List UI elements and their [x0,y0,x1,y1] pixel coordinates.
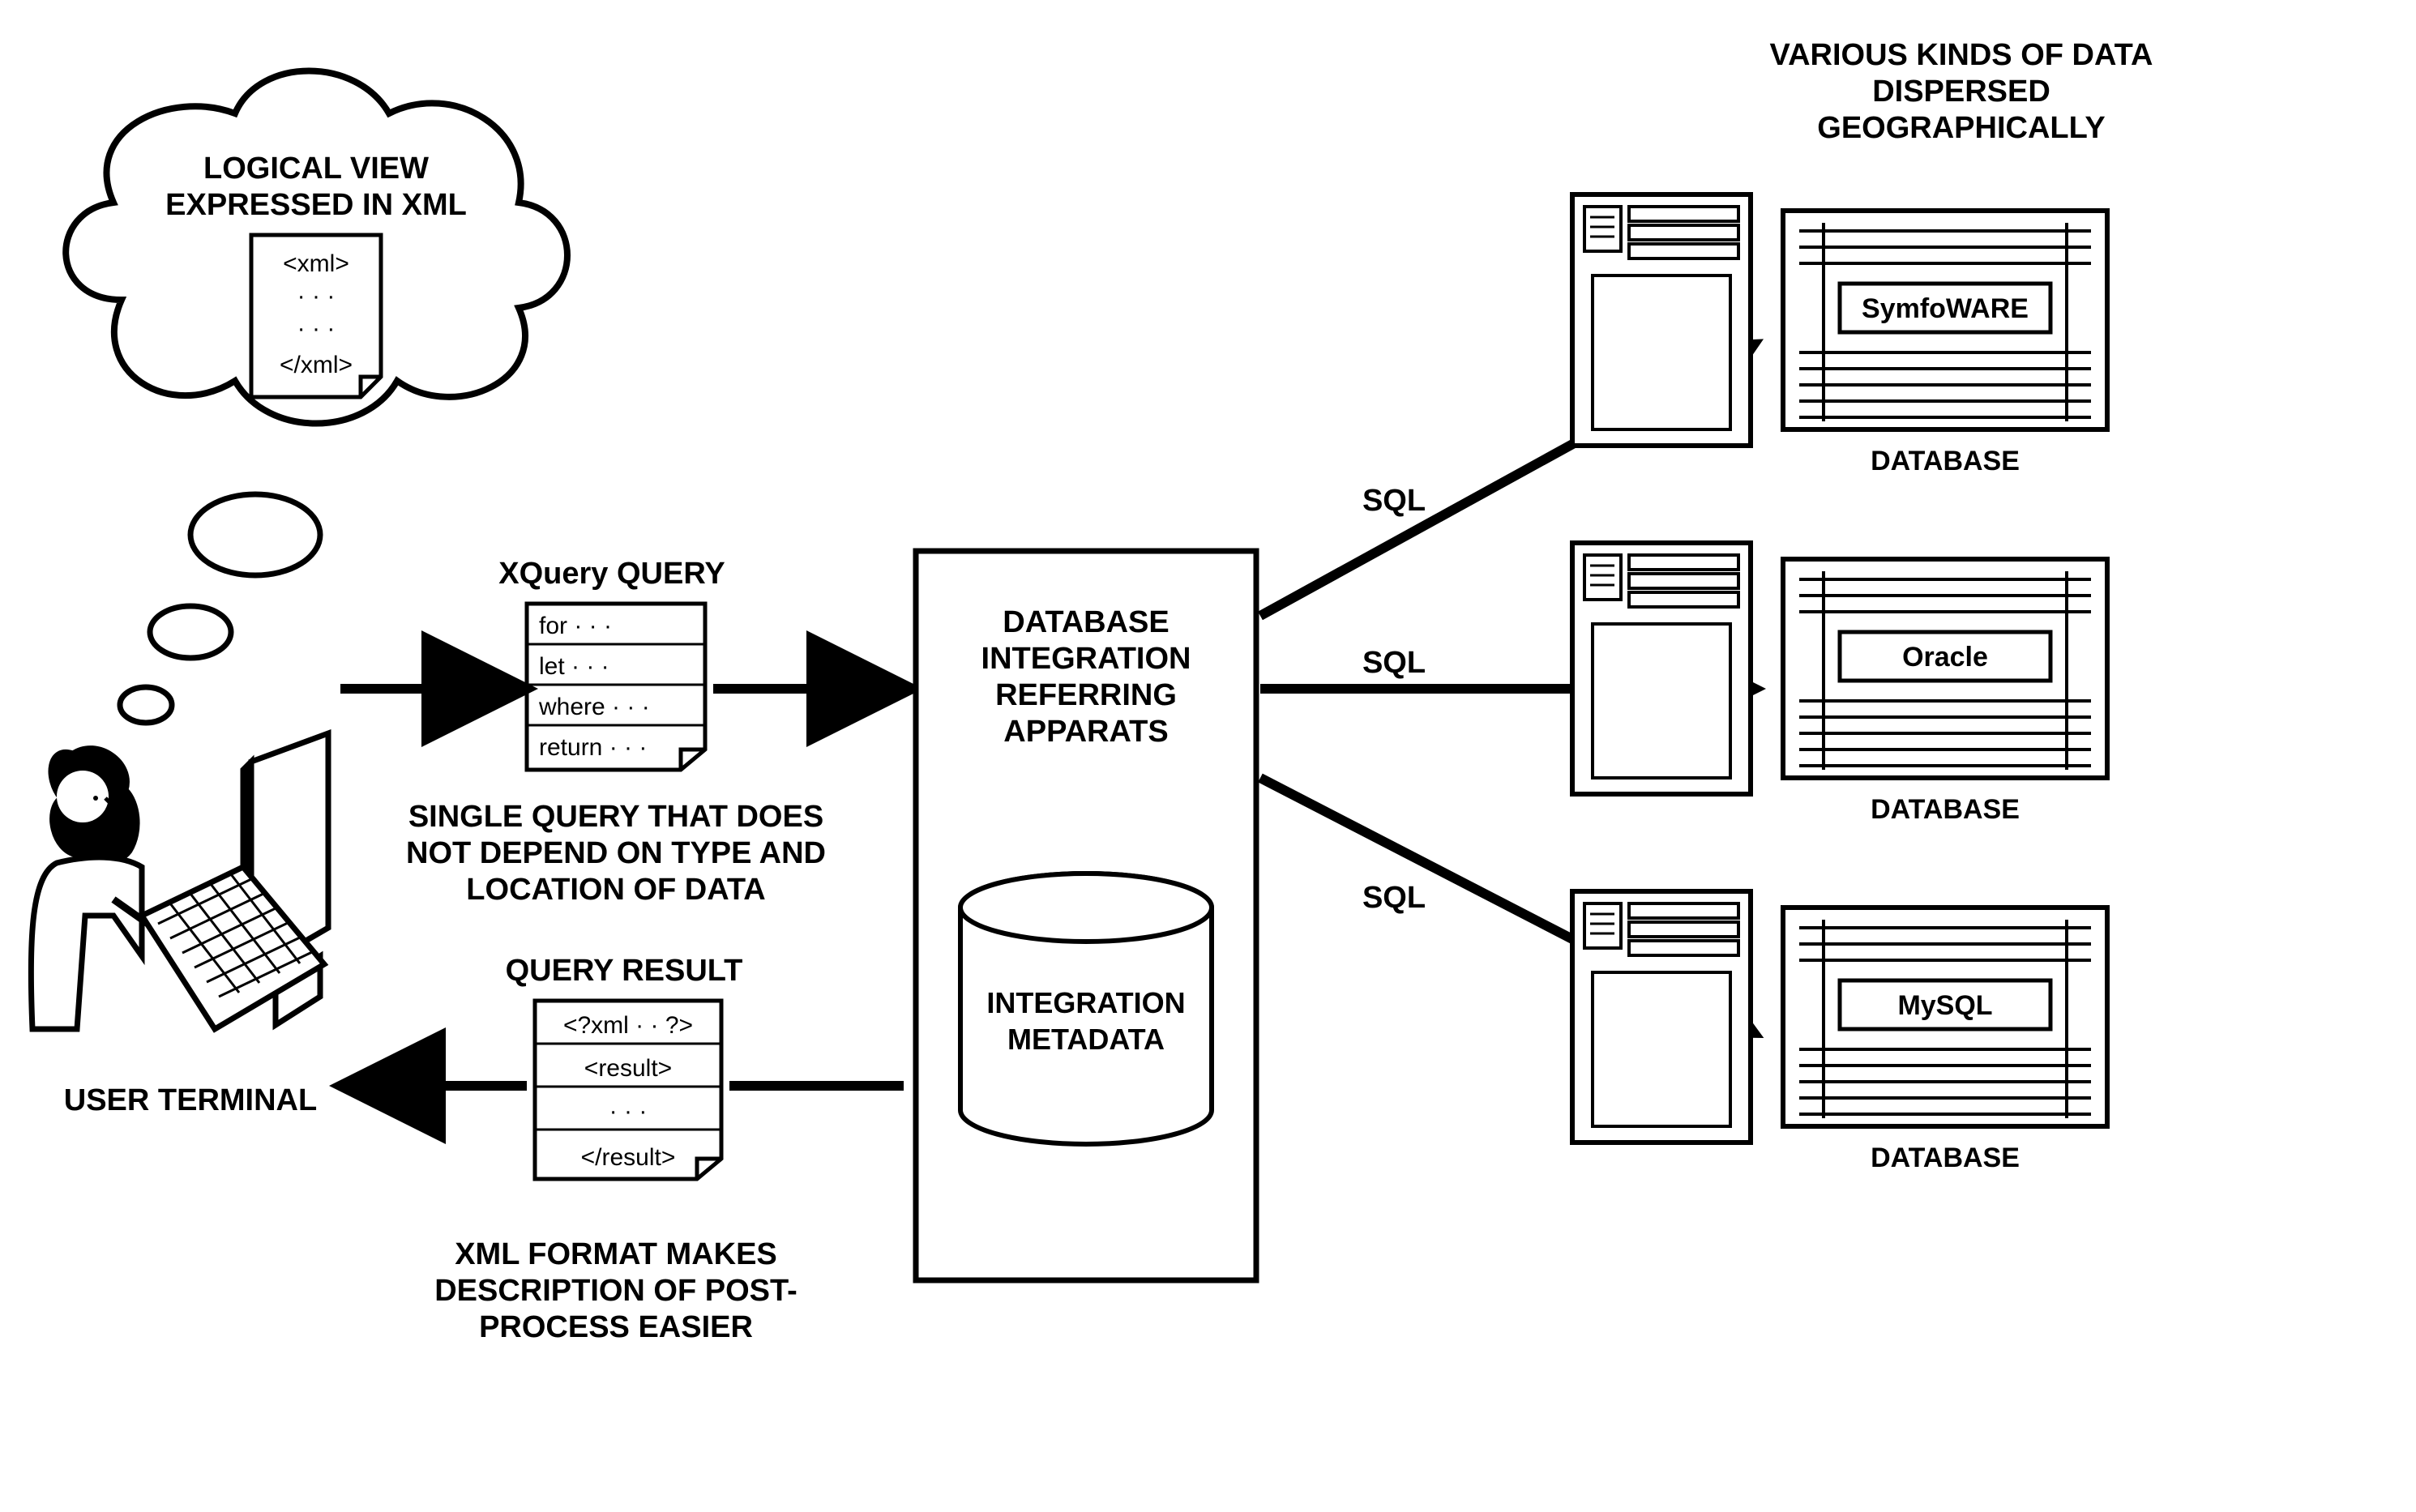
sql-label-3: SQL [1362,881,1426,915]
right-title-2: GEOGRAPHICALLY [1817,111,2105,145]
user-terminal [31,733,328,1029]
db-group-2: MySQL DATABASE [1572,891,2107,1173]
apparatus-box: DATABASE INTEGRATION REFERRING APPARATS … [916,551,1256,1280]
result-title: QUERY RESULT [506,954,743,988]
right-title-0: VARIOUS KINDS OF DATA [1770,38,2153,72]
query-code-3: return · · · [539,734,647,761]
query-code-1: let · · · [539,653,609,680]
result-caption-0: XML FORMAT MAKES [455,1237,777,1271]
apparatus-l3: REFERRING [995,678,1177,712]
cyl-l1: INTEGRATION [986,986,1185,1019]
result-caption-1: DESCRIPTION OF POST- [434,1274,797,1308]
cyl-l2: METADATA [1007,1023,1165,1056]
result-code-1: <result> [584,1055,672,1082]
query-section: XQuery QUERY for · · · let · · · where ·… [340,557,904,907]
metadata-cylinder: INTEGRATION METADATA [960,873,1212,1144]
query-code-2: where · · · [538,694,650,720]
result-code-2: · · · [609,1098,648,1125]
cloud-code-0: <xml> [283,250,349,277]
query-caption-1: NOT DEPEND ON TYPE AND [406,836,826,870]
thought-cloud: LOGICAL VIEW EXPRESSED IN XML <xml> · · … [66,71,567,724]
apparatus-l4: APPARATS [1003,715,1168,749]
query-caption-0: SINGLE QUERY THAT DOES [408,800,823,834]
sql-label-1: SQL [1362,484,1426,518]
db-group-0: SymfoWARE DATABASE [1572,194,2107,476]
db-label-2: DATABASE [1871,1143,2020,1173]
cloud-code-2: · · · [297,315,336,342]
cloud-title-2: EXPRESSED IN XML [165,188,467,222]
cloud-code-3: </xml> [280,352,353,378]
cloud-title-1: LOGICAL VIEW [203,152,429,186]
result-code-3: </result> [581,1144,676,1171]
db-group-1: Oracle DATABASE [1572,543,2107,825]
db-name-1: Oracle [1902,642,1988,673]
user-terminal-label: USER TERMINAL [64,1083,317,1117]
query-title: XQuery QUERY [498,557,725,591]
query-doc: for · · · let · · · where · · · return ·… [527,604,705,770]
db-name-0: SymfoWARE [1862,293,2029,324]
query-code-0: for · · · [539,613,612,639]
apparatus-l1: DATABASE [1003,605,1169,639]
result-code-0: <?xml · · ?> [563,1012,693,1039]
result-caption-2: PROCESS EASIER [479,1310,753,1344]
architecture-diagram: LOGICAL VIEW EXPRESSED IN XML <xml> · · … [0,0,2416,1512]
sql-label-2: SQL [1362,646,1426,680]
result-doc: <?xml · · ?> <result> · · · </result> [535,1001,721,1179]
query-caption-2: LOCATION OF DATA [466,873,765,907]
db-name-2: MySQL [1897,990,1992,1021]
cloud-code-1: · · · [297,283,336,310]
db-label-1: DATABASE [1871,794,2020,825]
cloud-doc: <xml> · · · · · · </xml> [251,235,381,397]
right-title-1: DISPERSED [1872,75,2050,109]
result-section: QUERY RESULT <?xml · · ?> <result> · · ·… [349,954,904,1344]
apparatus-l2: INTEGRATION [981,642,1191,676]
db-label-0: DATABASE [1871,446,2020,476]
